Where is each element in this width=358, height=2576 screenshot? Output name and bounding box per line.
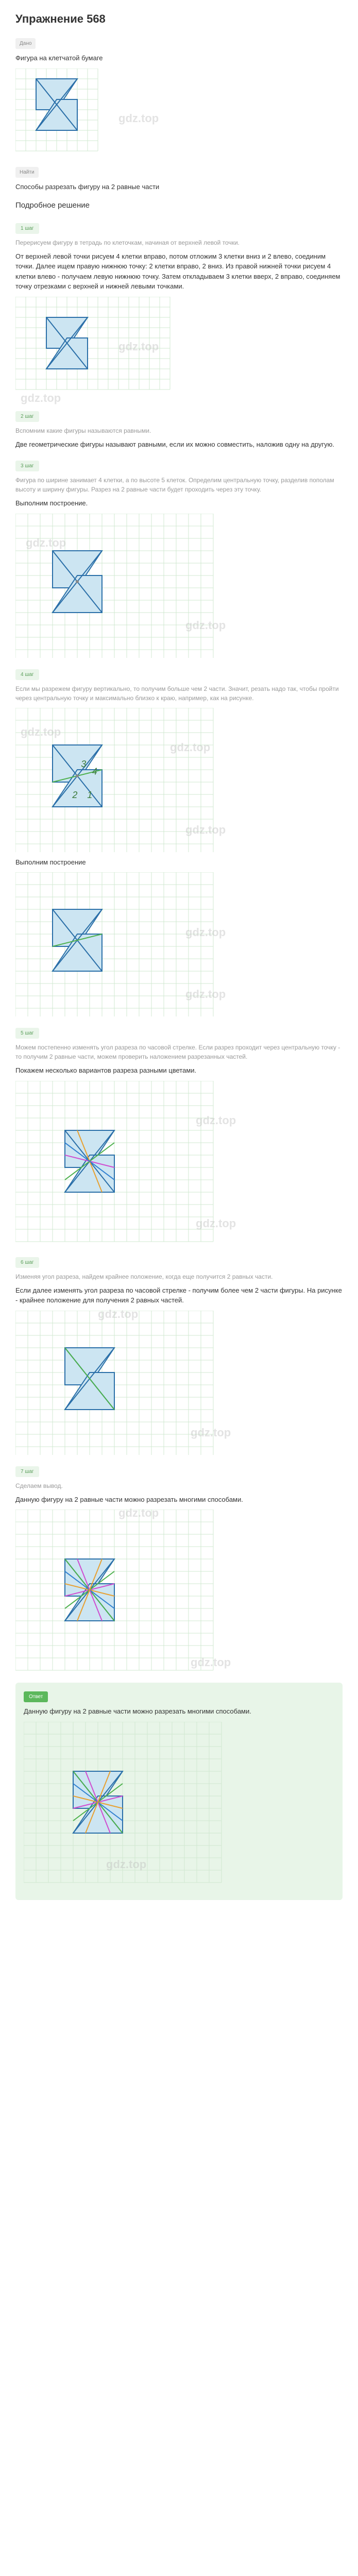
step3-gray: Фигура по ширине занимает 4 клетки, а по… <box>15 476 343 494</box>
figure-step1: gdz.top gdz.top <box>15 297 343 400</box>
figure-step5a: gdz.top gdz.top <box>15 872 343 1016</box>
answer-badge: Ответ <box>24 1691 48 1702</box>
step3-text: Выполним построение. <box>15 498 343 509</box>
figure-step4: 3421 gdz.top gdz.top gdz.top <box>15 708 343 852</box>
figure-given: gdz.top <box>15 69 343 161</box>
step1-text: От верхней левой точки рисуем 4 клетки в… <box>15 251 343 292</box>
given-badge: Дано <box>15 38 36 49</box>
step4-badge: 4 шаг <box>15 669 39 680</box>
step6-badge: 6 шаг <box>15 1257 39 1268</box>
figure-step3: gdz.top gdz.top <box>15 514 343 658</box>
figure-step7: gdz.top gdz.top <box>15 1510 343 1674</box>
solution-title: Подробное решение <box>15 200 343 212</box>
page-title: Упражнение 568 <box>15 10 343 27</box>
svg-text:3: 3 <box>81 759 86 769</box>
step1-gray: Перерисуем фигуру в тетрадь по клеточкам… <box>15 238 343 247</box>
step2-badge: 2 шаг <box>15 411 39 422</box>
given-text: Фигура на клетчатой бумаге <box>15 53 343 63</box>
figure-step5b: gdz.top gdz.top <box>15 1081 343 1246</box>
svg-text:1: 1 <box>87 790 92 800</box>
find-text: Способы разрезать фигуру на 2 равные час… <box>15 182 343 192</box>
step6-gray: Изменяя угол разреза, найдем крайнее пол… <box>15 1272 343 1281</box>
step5-badge: 5 шаг <box>15 1028 39 1039</box>
step2-text: Две геометрические фигуры называют равны… <box>15 439 343 450</box>
watermark-text: gdz.top <box>118 110 159 127</box>
step4-gray: Если мы разрежем фигуру вертикально, то … <box>15 684 343 703</box>
step2-gray: Вспомним какие фигуры называются равными… <box>15 426 343 435</box>
step5-text2: Покажем несколько вариантов разреза разн… <box>15 1065 343 1076</box>
figure-answer: gdz.top <box>24 1722 334 1887</box>
answer-text: Данную фигуру на 2 равные части можно ра… <box>24 1706 334 1717</box>
step1-badge: 1 шаг <box>15 223 39 234</box>
svg-text:2: 2 <box>72 790 77 800</box>
step7-text: Данную фигуру на 2 равные части можно ра… <box>15 1495 343 1505</box>
find-badge: Найти <box>15 167 39 178</box>
svg-text:4: 4 <box>92 766 97 776</box>
step5-text: Выполним построение <box>15 857 343 868</box>
step7-gray: Сделаем вывод. <box>15 1481 343 1490</box>
step5-gray: Можем постепенно изменять угол разреза п… <box>15 1043 343 1061</box>
step3-badge: 3 шаг <box>15 461 39 471</box>
answer-box: Ответ Данную фигуру на 2 равные части мо… <box>15 1683 343 1900</box>
step7-badge: 7 шаг <box>15 1466 39 1477</box>
figure-step6: gdz.top gdz.top <box>15 1311 343 1455</box>
step6-text: Если далее изменять угол разреза по часо… <box>15 1285 343 1306</box>
